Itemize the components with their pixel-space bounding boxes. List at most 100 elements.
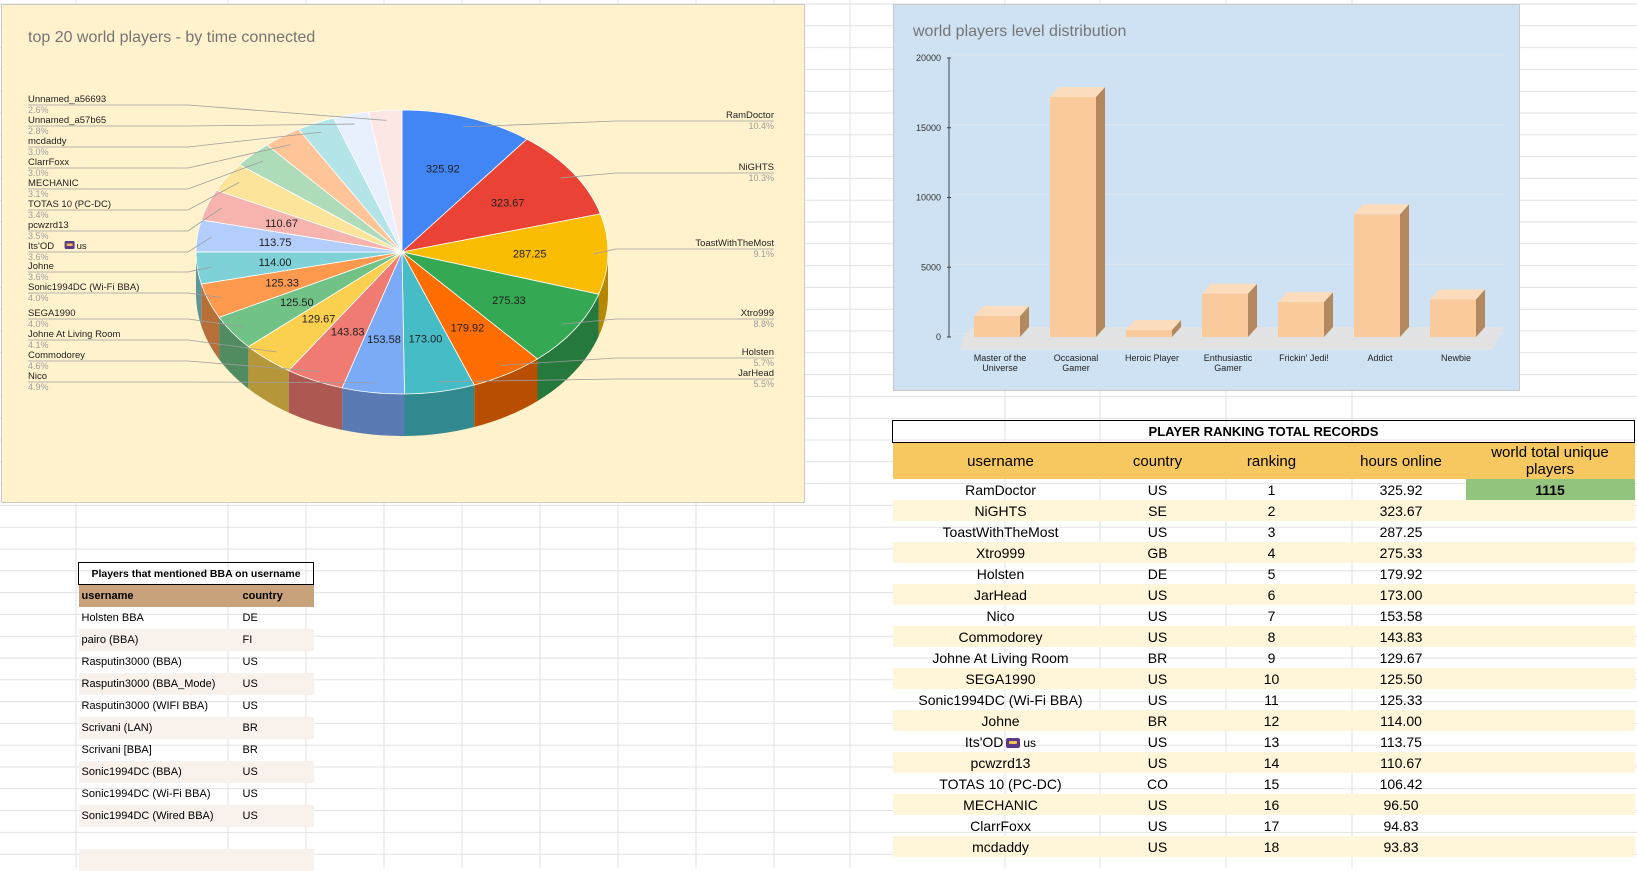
ranking-username-cell[interactable]: Xtro999 — [892, 542, 1109, 563]
ranking-username-cell[interactable]: NiGHTS — [892, 500, 1109, 521]
ranking-rank-cell[interactable]: 6 — [1206, 584, 1337, 605]
bba-country-cell[interactable]: US — [242, 700, 258, 712]
ranking-country-cell[interactable]: US — [1147, 691, 1168, 708]
empty-cell[interactable] — [79, 827, 240, 849]
ranking-hours-cell[interactable]: 323.67 — [1336, 500, 1466, 521]
ranking-rank-cell[interactable]: 10 — [1206, 668, 1337, 689]
ranking-hours-cell[interactable]: 129.67 — [1379, 649, 1423, 666]
ranking-country-cell[interactable]: US — [1108, 668, 1207, 689]
empty-cell[interactable] — [239, 849, 314, 871]
ranking-hours-cell[interactable]: 325.92 — [1379, 481, 1423, 498]
bba-username-cell[interactable]: Rasputin3000 (BBA_Mode) — [78, 673, 240, 695]
empty-cell[interactable] — [240, 827, 314, 849]
ranking-rank-cell[interactable]: 16 — [1206, 794, 1337, 815]
ranking-username-cell[interactable]: RamDoctor — [965, 481, 1036, 498]
ranking-country-cell[interactable]: CO — [1147, 775, 1168, 792]
ranking-country-cell[interactable]: US — [1108, 626, 1207, 647]
bba-username-cell[interactable]: Sonic1994DC (Wi-Fi BBA) — [81, 788, 211, 800]
ranking-country-cell[interactable]: DE — [1147, 565, 1168, 582]
ranking-country-cell[interactable]: GB — [1108, 542, 1207, 563]
ranking-username-cell[interactable]: ToastWithTheMost — [942, 523, 1059, 540]
empty-cell[interactable] — [1465, 752, 1635, 773]
ranking-column-hours-online[interactable]: hours online — [1336, 442, 1466, 479]
empty-cell[interactable] — [1465, 794, 1635, 815]
ranking-rank-cell[interactable]: 12 — [1206, 710, 1337, 731]
bba-country-cell[interactable]: US — [242, 656, 258, 668]
ranking-country-cell[interactable]: US — [1108, 752, 1207, 773]
ranking-rank-cell[interactable]: 17 — [1263, 817, 1280, 834]
bba-username-cell[interactable]: Rasputin3000 (BBA) — [81, 656, 182, 668]
ranking-hours-cell[interactable]: 125.33 — [1379, 691, 1423, 708]
bba-country-cell[interactable]: BR — [239, 717, 314, 739]
ranking-column-username[interactable]: username — [892, 442, 1109, 479]
empty-cell[interactable] — [1466, 689, 1635, 710]
empty-cell[interactable] — [1466, 563, 1635, 584]
bba-column-username[interactable]: username — [78, 584, 240, 607]
ranking-rank-cell[interactable]: 2 — [1206, 500, 1337, 521]
world-total-value[interactable]: 1115 — [1465, 479, 1635, 500]
empty-cell[interactable] — [1466, 647, 1635, 668]
ranking-hours-cell[interactable]: 179.92 — [1379, 565, 1423, 582]
bba-username-cell[interactable]: Holsten BBA — [81, 612, 144, 624]
empty-cell[interactable] — [1465, 626, 1635, 647]
ranking-username-cell[interactable]: Commodorey — [892, 626, 1109, 647]
bar-chart-panel[interactable]: world players level distribution 0 5000 10… — [893, 4, 1520, 391]
empty-cell[interactable] — [78, 849, 240, 871]
ranking-hours-cell[interactable]: 113.75 — [1380, 733, 1422, 750]
empty-cell[interactable] — [1465, 668, 1635, 689]
ranking-country-cell[interactable]: BR — [1147, 649, 1168, 666]
ranking-rank-cell[interactable]: 15 — [1263, 775, 1280, 792]
bba-username-cell[interactable]: Scrivani [BBA] — [81, 744, 152, 756]
ranking-username-cell[interactable]: TOTAS 10 (PC-DC) — [939, 775, 1062, 792]
ranking-username-cell[interactable]: ClarrFoxx — [970, 817, 1031, 834]
ranking-rank-cell[interactable]: 1 — [1267, 481, 1276, 498]
empty-cell[interactable] — [1466, 521, 1635, 542]
ranking-hours-cell[interactable]: 96.50 — [1336, 794, 1466, 815]
ranking-rank-cell[interactable]: 18 — [1206, 836, 1337, 857]
empty-cell[interactable] — [1466, 731, 1635, 752]
bba-username-cell[interactable]: Sonic1994DC (BBA) — [78, 761, 240, 783]
bba-country-cell[interactable]: US — [242, 788, 258, 800]
ranking-rank-cell[interactable]: 3 — [1267, 523, 1276, 540]
ranking-hours-cell[interactable]: 125.50 — [1336, 668, 1466, 689]
ranking-country-cell[interactable]: US — [1147, 733, 1168, 750]
ranking-rank-cell[interactable]: 4 — [1206, 542, 1337, 563]
ranking-column-country[interactable]: country — [1108, 442, 1207, 479]
ranking-country-cell[interactable]: US — [1147, 481, 1168, 498]
ranking-username-cell[interactable]: MECHANIC — [892, 794, 1109, 815]
empty-cell[interactable] — [1465, 584, 1635, 605]
ranking-country-cell[interactable]: US — [1147, 523, 1168, 540]
bba-country-cell[interactable]: US — [239, 805, 314, 827]
ranking-hours-cell[interactable]: 106.42 — [1379, 775, 1423, 792]
ranking-rank-cell[interactable]: 11 — [1264, 691, 1279, 708]
empty-cell[interactable] — [1466, 605, 1635, 626]
bba-username-cell[interactable]: Sonic1994DC (Wired BBA) — [78, 805, 240, 827]
ranking-rank-cell[interactable]: 9 — [1267, 649, 1276, 666]
bba-username-cell[interactable]: pairo (BBA) — [78, 629, 240, 651]
empty-cell[interactable] — [1465, 542, 1635, 563]
ranking-country-cell[interactable]: US — [1108, 584, 1207, 605]
bba-country-cell[interactable]: US — [239, 673, 314, 695]
ranking-username-cell[interactable]: Sonic1994DC (Wi-Fi BBA) — [918, 691, 1083, 708]
bba-country-cell[interactable]: BR — [242, 744, 258, 756]
ranking-username-cell[interactable]: mcdaddy — [892, 836, 1109, 857]
ranking-username-cell[interactable]: Johne — [892, 710, 1109, 731]
ranking-country-cell[interactable]: US — [1108, 794, 1207, 815]
pie-chart-panel[interactable]: top 20 world players - by time connected… — [1, 4, 805, 503]
empty-cell[interactable] — [1466, 815, 1635, 836]
empty-cell[interactable] — [1465, 836, 1635, 857]
ranking-rank-cell[interactable]: 7 — [1267, 607, 1276, 624]
bba-column-country[interactable]: country — [239, 584, 314, 607]
ranking-username-cell[interactable]: Its'OD us — [893, 731, 1109, 752]
empty-cell[interactable] — [1466, 773, 1635, 794]
ranking-username-cell[interactable]: pcwzrd13 — [892, 752, 1109, 773]
ranking-column-world-total[interactable]: world total unique players — [1465, 442, 1635, 479]
bba-username-cell[interactable]: Scrivani (LAN) — [78, 717, 240, 739]
ranking-hours-cell[interactable]: 275.33 — [1336, 542, 1466, 563]
ranking-hours-cell[interactable]: 173.00 — [1336, 584, 1466, 605]
bba-country-cell[interactable]: DE — [242, 612, 258, 624]
ranking-username-cell[interactable]: SEGA1990 — [892, 668, 1109, 689]
ranking-hours-cell[interactable]: 143.83 — [1336, 626, 1466, 647]
ranking-username-cell[interactable]: Holsten — [976, 565, 1025, 582]
ranking-column-ranking[interactable]: ranking — [1206, 442, 1337, 479]
